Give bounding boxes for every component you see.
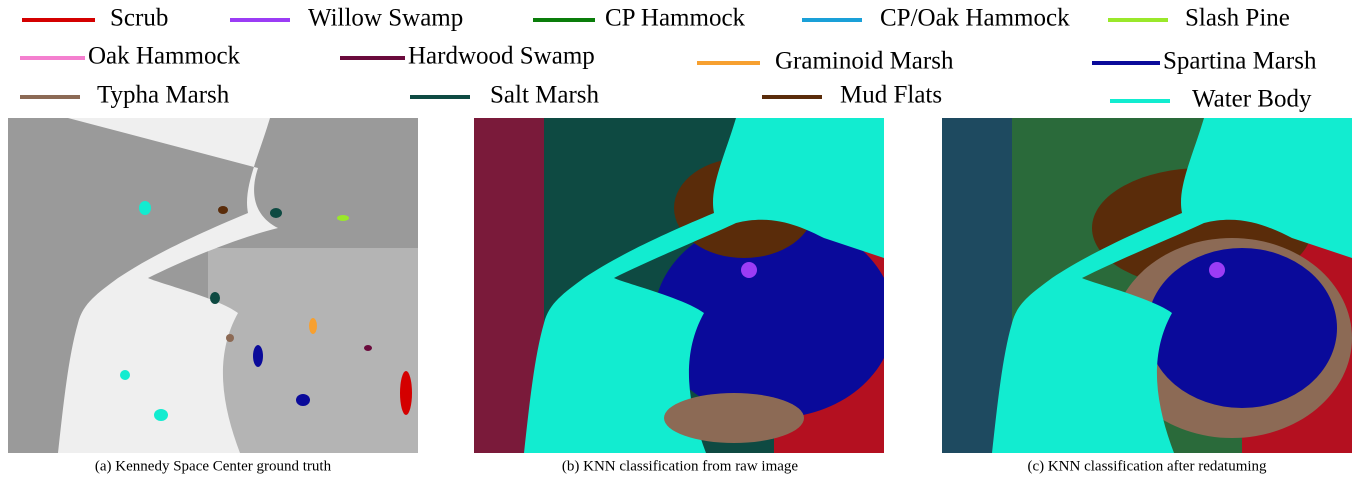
figure: Scrub Willow Swamp CP Hammock CP/Oak Hammoc… (0, 0, 1359, 479)
panel-caption: (b) KNN classification from raw image (562, 458, 799, 474)
legend-label: Willow Swamp (308, 5, 463, 32)
legend-label: CP Hammock (605, 5, 746, 32)
legend-label: Slash Pine (1185, 5, 1290, 32)
legend-label: Salt Marsh (490, 82, 600, 109)
panel-caption: (a) Kennedy Space Center ground truth (95, 458, 332, 474)
legend-label: Water Body (1192, 86, 1312, 113)
legend-label: Typha Marsh (97, 82, 230, 109)
legend-label: Oak Hammock (88, 43, 241, 70)
image-knn-raw (474, 118, 894, 453)
legend-label: Spartina Marsh (1163, 48, 1317, 75)
image-ground-truth (8, 118, 418, 453)
panel-caption: (c) KNN classification after redatuming (1027, 458, 1267, 474)
legend-label: Scrub (110, 5, 168, 32)
image-knn-redatum (942, 118, 1352, 453)
legend-label: Mud Flats (840, 82, 942, 109)
legend-label: Hardwood Swamp (408, 43, 595, 70)
legend-label: CP/Oak Hammock (880, 5, 1070, 32)
legend-label: Graminoid Marsh (775, 48, 954, 75)
